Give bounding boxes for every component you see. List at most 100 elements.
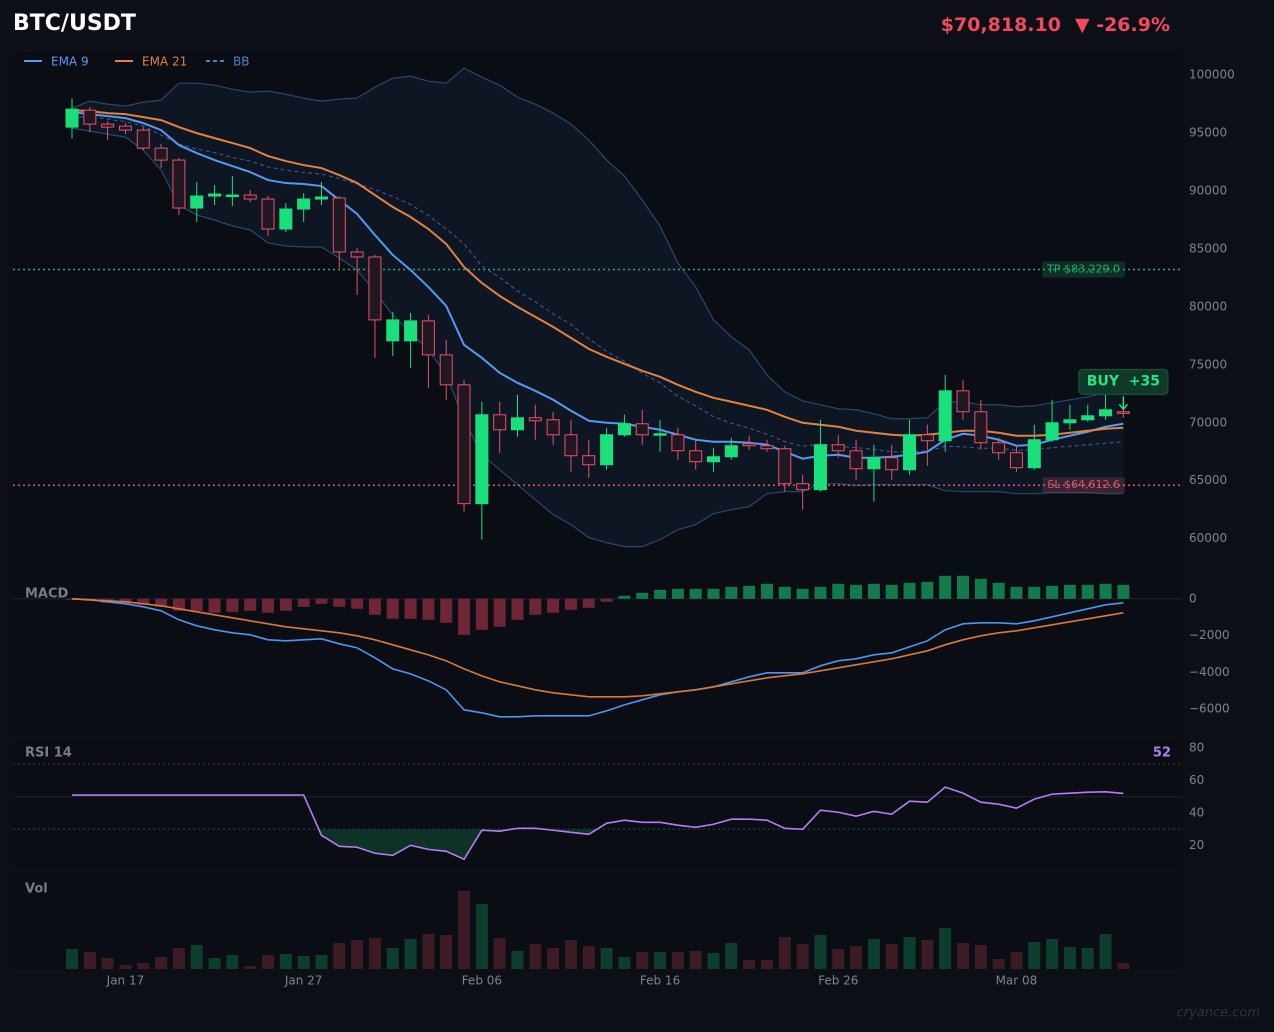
y-tick-label: 95000 — [1189, 126, 1227, 140]
volume-bar — [850, 946, 863, 969]
candle-body — [332, 197, 346, 253]
macd-histogram-bar — [208, 598, 221, 613]
candle-body — [849, 450, 863, 470]
candle-body — [475, 414, 489, 505]
candle-body — [992, 442, 1006, 454]
macd-histogram-bar — [957, 575, 969, 599]
y-tick-label: 65000 — [1189, 473, 1227, 487]
candle-body — [778, 448, 792, 485]
volume-bar — [796, 944, 809, 969]
level-label-bg — [1042, 477, 1125, 494]
volume-bar — [654, 952, 667, 969]
macd-panel — [13, 565, 1182, 735]
macd-histogram-bar — [1099, 583, 1112, 599]
volume-bar — [404, 939, 417, 969]
x-tick-label: Mar 08 — [996, 974, 1038, 988]
candle-body — [1063, 419, 1077, 424]
volume-bar — [422, 934, 435, 969]
volume-bar — [208, 958, 221, 969]
candle-body — [920, 434, 934, 442]
candle-body — [903, 434, 917, 471]
volume-panel — [13, 873, 1182, 969]
volume-bar — [921, 940, 934, 969]
y-tick-label: −6000 — [1189, 702, 1230, 716]
macd-histogram-bar — [618, 595, 631, 599]
candle-body — [243, 194, 257, 200]
macd-histogram-bar — [867, 583, 880, 599]
candle-body — [261, 198, 275, 230]
macd-histogram-bar — [707, 588, 720, 599]
y-tick-label: −4000 — [1189, 665, 1230, 679]
macd-histogram-bar — [493, 598, 506, 627]
volume-bar — [1046, 939, 1059, 969]
macd-histogram-bar — [582, 598, 595, 608]
candle-body — [617, 423, 631, 436]
macd-histogram-bar — [511, 598, 524, 620]
volume-bar — [119, 965, 132, 969]
candle-body — [83, 109, 97, 125]
rsi-last-value: 52 — [1153, 746, 1171, 761]
y-tick-label: 75000 — [1189, 357, 1227, 371]
candle-body — [974, 411, 988, 444]
volume-bar — [600, 948, 613, 969]
volume-bar — [671, 952, 684, 969]
rsi-panel — [13, 740, 1182, 868]
rsi-line — [72, 786, 1124, 861]
volume-bar — [475, 904, 488, 969]
candle-body — [564, 434, 578, 457]
x-tick-label: Feb 16 — [640, 974, 680, 988]
rsi-title: RSI 14 — [25, 746, 72, 761]
volume-bar — [83, 952, 96, 969]
candle-body — [493, 414, 507, 431]
candle-body — [742, 443, 756, 447]
rsi-oversold-fill — [72, 829, 1124, 860]
candle-body — [867, 457, 881, 470]
macd-histogram-bar — [939, 575, 952, 599]
signal-arrowhead — [1118, 403, 1128, 411]
macd-histogram-bar — [850, 584, 863, 599]
macd-histogram-bar — [636, 592, 649, 599]
candle-body — [404, 320, 418, 342]
macd-histogram-bar — [992, 582, 1005, 599]
y-tick-label: 85000 — [1189, 241, 1227, 255]
y-tick-label: 80000 — [1189, 299, 1227, 313]
macd-histogram-bar — [832, 583, 845, 599]
candle-body — [65, 108, 79, 128]
candle-body — [546, 419, 560, 436]
macd-title: MACD — [25, 587, 69, 602]
signal-label: BUY +35 — [1087, 373, 1160, 389]
macd-histogram-bar — [155, 598, 168, 607]
macd-histogram-bar — [475, 598, 488, 630]
bb-middle — [71, 115, 1124, 453]
volume-bar — [458, 891, 471, 969]
candle-body — [1027, 439, 1041, 469]
candle-body — [760, 445, 774, 450]
macd-histogram-bar — [1046, 585, 1059, 599]
candle-body — [796, 483, 810, 491]
y-tick-label: 90000 — [1189, 184, 1227, 198]
candle-body — [350, 251, 364, 258]
volume-bar — [351, 940, 364, 969]
macd-histogram-bar — [1081, 584, 1094, 599]
volume-bar — [618, 957, 631, 969]
y-tick-label: 100000 — [1189, 68, 1235, 82]
legend-label: EMA 21 — [142, 55, 187, 69]
macd-histogram-bar — [190, 598, 203, 611]
x-tick-label: Jan 17 — [106, 974, 145, 988]
y-tick-label: 40 — [1189, 805, 1204, 819]
candle-body — [208, 193, 222, 197]
y-tick-label: −2000 — [1189, 628, 1230, 642]
candle-body — [225, 194, 239, 198]
candle-body — [190, 195, 204, 209]
volume-bar — [636, 952, 649, 969]
candle-body — [386, 319, 400, 342]
macd-histogram-bar — [903, 582, 916, 599]
volume-bar — [226, 955, 239, 969]
macd-histogram-bar — [885, 584, 898, 599]
candle-body — [653, 433, 667, 436]
candle-body — [707, 456, 721, 463]
volume-bar — [957, 943, 969, 969]
macd-histogram-bar — [725, 586, 738, 599]
candle-body — [368, 256, 382, 321]
volume-bar — [297, 956, 310, 969]
